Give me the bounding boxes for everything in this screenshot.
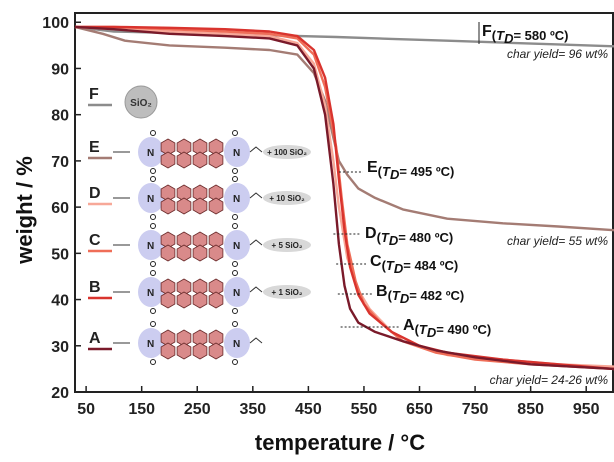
svg-text:N: N [147, 194, 154, 205]
annotation-C: C(TD= 484 ºC) [370, 253, 458, 276]
silica-tag-E [263, 145, 311, 159]
y-tick-label: 20 [51, 385, 69, 402]
legend-letter-B: B [89, 279, 101, 296]
svg-text:N: N [147, 148, 154, 159]
legend-label-B: + 1 SiO₂ [272, 288, 303, 297]
x-tick-label: 950 [573, 401, 600, 418]
legend-label-F: SiO₂ [130, 98, 152, 109]
y-tick-label: 90 [51, 61, 69, 78]
y-axis-label: weight / % [12, 156, 37, 265]
y-tick-label: 30 [51, 339, 69, 356]
silica-tag-C [263, 238, 311, 252]
y-tick-label: 70 [51, 154, 69, 171]
annotation-B: B(TD= 482 ºC) [376, 283, 464, 306]
legend-letter-E: E [89, 139, 100, 156]
x-tick-label: 850 [517, 401, 544, 418]
x-tick-label: 350 [239, 401, 266, 418]
y-tick-label: 40 [51, 293, 69, 310]
char-yield-label: char yield= 55 wt% [507, 234, 608, 248]
legend-letter-C: C [89, 232, 101, 249]
silica-particle-icon [124, 85, 158, 119]
series-A-line [74, 25, 614, 371]
annotation-A: A(TD= 490 ºC) [403, 317, 491, 340]
svg-text:N: N [147, 241, 154, 252]
x-tick-label: 550 [351, 401, 378, 418]
legend-letter-F: F [89, 86, 99, 103]
svg-text:N: N [233, 288, 240, 299]
y-tick-label: 80 [51, 108, 69, 125]
svg-text:N: N [233, 241, 240, 252]
y-tick-label: 100 [42, 15, 69, 32]
x-tick-label: 650 [406, 401, 433, 418]
x-tick-label: 450 [295, 401, 322, 418]
char-yield-label: char yield= 96 wt% [507, 47, 608, 61]
legend-letter-D: D [89, 185, 101, 202]
svg-text:N: N [233, 194, 240, 205]
silica-tag-B [263, 285, 311, 299]
silica-tag-D [263, 191, 311, 205]
legend-letter-A: A [89, 330, 101, 347]
legend-label-D: + 10 SiO₂ [269, 194, 305, 203]
legend-label-C: + 5 SiO₂ [272, 241, 303, 250]
x-tick-label: 150 [128, 401, 155, 418]
y-tick-label: 50 [51, 246, 69, 263]
annotation-E: E(TD= 495 ºC) [367, 159, 454, 182]
x-axis-label: temperature / °C [255, 430, 425, 455]
svg-text:N: N [233, 148, 240, 159]
annotation-F: F(TD= 580 ºC) [482, 23, 568, 46]
y-tick-label: 60 [51, 200, 69, 217]
annotation-D: D(TD= 480 ºC) [365, 225, 453, 248]
plot-frame [74, 12, 614, 393]
x-tick-label: 250 [184, 401, 211, 418]
x-tick-label: 50 [77, 401, 95, 418]
svg-text:N: N [233, 339, 240, 350]
char-yield-label: char yield= 24-26 wt% [490, 373, 609, 387]
svg-text:N: N [147, 339, 154, 350]
svg-text:N: N [147, 288, 154, 299]
legend-label-E: + 100 SiO₂ [267, 148, 307, 157]
x-tick-label: 750 [462, 401, 489, 418]
